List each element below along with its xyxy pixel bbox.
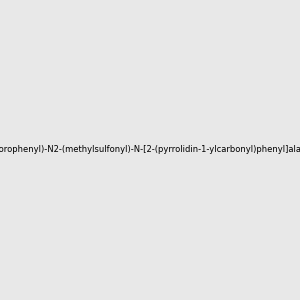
Text: N2-(3-chlorophenyl)-N2-(methylsulfonyl)-N-[2-(pyrrolidin-1-ylcarbonyl)phenyl]ala: N2-(3-chlorophenyl)-N2-(methylsulfonyl)-… <box>0 146 300 154</box>
